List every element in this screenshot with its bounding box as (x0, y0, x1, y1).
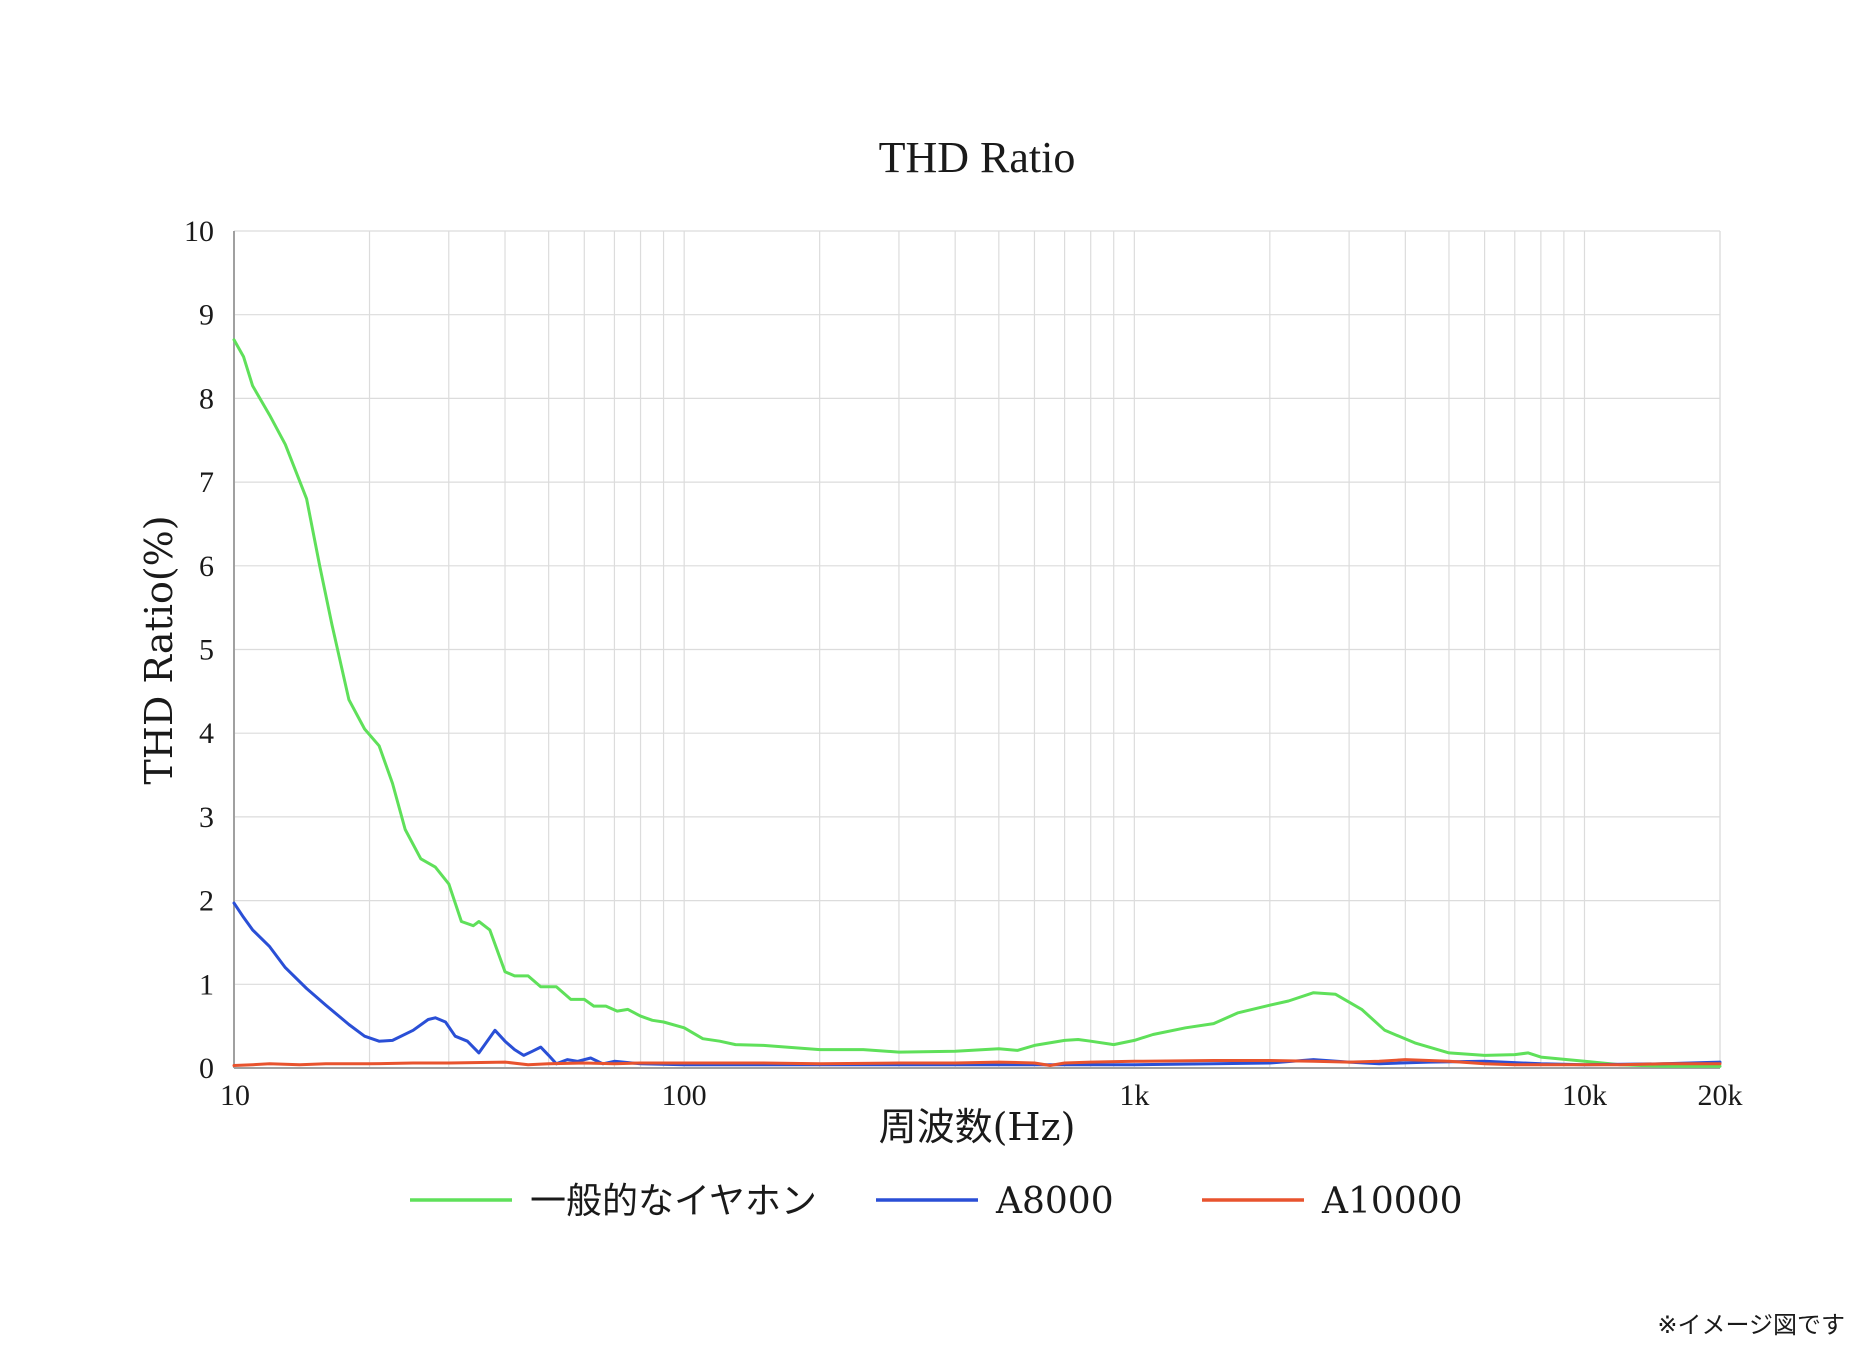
legend-label: A8000 (995, 1181, 1114, 1222)
x-tick-labels: 10 100 1k 10k 20k (220, 1079, 1743, 1112)
x-tick-label: 1k (1119, 1079, 1149, 1112)
x-tick-label: 20k (1698, 1079, 1743, 1112)
series-line-1 (232, 338, 1722, 1068)
grid-lines (233, 230, 1721, 1069)
y-tick-label: 0 (199, 1052, 214, 1085)
y-tick-label: 2 (199, 885, 214, 918)
y-tick-label: 3 (199, 801, 214, 834)
y-tick-label: 8 (199, 382, 214, 415)
y-tick-label: 6 (199, 550, 214, 583)
x-axis-title: 周波数(Hz) (879, 1105, 1076, 1149)
image-note: ※イメージ図です (1657, 1311, 1845, 1339)
series-lines (232, 338, 1722, 1068)
x-tick-label: 10k (1562, 1079, 1607, 1112)
legend-label: A10000 (1321, 1181, 1463, 1222)
y-tick-labels: 0 1 2 3 4 5 6 7 8 9 10 (184, 215, 214, 1085)
y-tick-label: 10 (184, 215, 214, 248)
legend-label: 一般的なイヤホン (530, 1181, 817, 1222)
x-tick-label: 10 (220, 1079, 250, 1112)
y-axis-title: THD Ratio(%) (137, 515, 181, 784)
legend: 一般的なイヤホン A8000 A10000 (410, 1181, 1463, 1222)
y-tick-label: 5 (199, 634, 214, 667)
y-tick-label: 4 (199, 717, 214, 750)
x-tick-label: 100 (662, 1079, 707, 1112)
chart-title: THD Ratio (879, 133, 1076, 182)
series-line-3 (232, 1058, 1722, 1067)
y-tick-label: 7 (199, 466, 214, 499)
y-tick-label: 9 (199, 299, 214, 332)
axes (233, 231, 1720, 1069)
y-tick-label: 1 (199, 968, 214, 1001)
